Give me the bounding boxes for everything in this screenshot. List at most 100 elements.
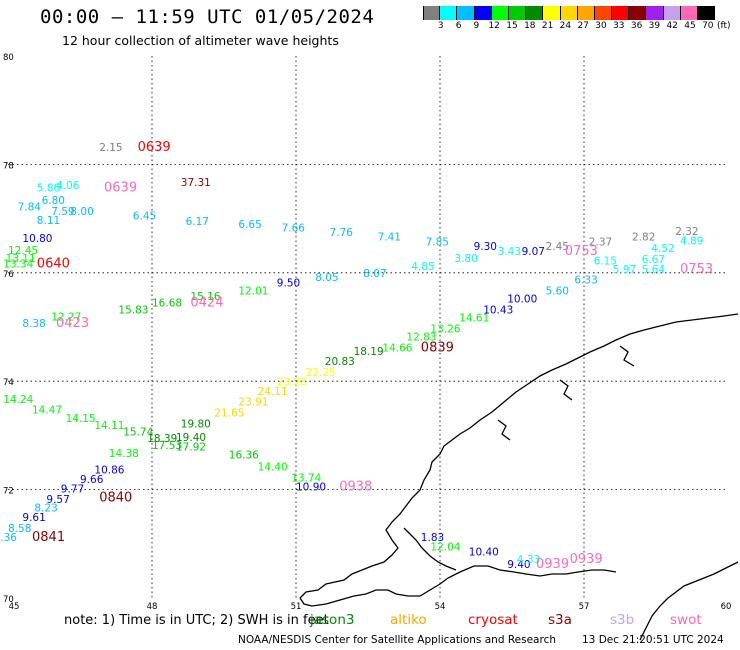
colorbar-label: 6 (455, 21, 462, 31)
wave-height-value: 5.60 (546, 285, 569, 297)
colorbar-swatch (680, 6, 698, 20)
longitude-tick-label: 45 (9, 602, 20, 612)
wave-height-value: 7.84 (18, 201, 42, 213)
latitude-tick-label: 74 (3, 378, 14, 388)
wave-height-value: 7.76 (330, 227, 354, 239)
longitude-tick-label: 54 (435, 602, 446, 612)
map-gridlines (8, 56, 728, 598)
wave-height-value: 18.19 (354, 346, 384, 358)
colorbar-label: 18 (524, 21, 536, 31)
wave-height-value: 20.83 (325, 356, 355, 368)
wave-height-value: 24.11 (258, 386, 288, 398)
novaya-zemlya-inner-coast (299, 565, 617, 607)
wave-height-value: 7.66 (282, 223, 306, 235)
colorbar-swatch (423, 6, 441, 20)
wave-height-value: 10.43 (483, 304, 513, 316)
latitude-tick-label: 70 (3, 595, 14, 605)
wave-height-value: 10.86 (94, 464, 124, 476)
wave-height-value: 13.26 (430, 323, 460, 335)
wave-height-value: 6.15 (594, 256, 617, 268)
colorbar-label: 30 (595, 21, 607, 31)
wave-height-value: 5.86 (37, 183, 61, 195)
wave-height-value: 12.01 (238, 285, 268, 297)
longitude-tick-label: 51 (291, 602, 302, 612)
wave-height-value: 12.04 (430, 541, 460, 553)
page-title: 00:00 — 11:59 UTC 01/05/2024 (40, 6, 375, 28)
wave-height-value: 3.43 (498, 246, 521, 258)
pass-time-label: 0753 (565, 244, 598, 259)
bay-inlet-c (497, 419, 511, 441)
legend-item-swot: swot (670, 612, 702, 628)
pass-time-label: 0640 (37, 256, 70, 271)
wave-height-value: 21.65 (214, 407, 244, 419)
wave-height-value: 2.15 (99, 142, 122, 154)
wave-height-value: 14.61 (459, 313, 489, 325)
wave-height-value: 4.06 (56, 180, 80, 192)
wave-height-value: 13.34 (3, 258, 33, 270)
legend-item-cryosat: cryosat (468, 612, 518, 628)
colorbar-swatch (440, 6, 458, 20)
pass-time-label: 0639 (138, 140, 171, 155)
colorbar-label: 39 (648, 21, 661, 31)
colorbar-swatch (457, 6, 475, 20)
latitude-tick-label: 72 (3, 487, 14, 497)
wave-height-value: 23.28 (277, 377, 307, 389)
wave-height-value: 9.66 (80, 474, 104, 486)
longitude-tick-label: 60 (721, 602, 732, 612)
wave-height-value: 4.52 (651, 243, 674, 255)
kara-coast (639, 561, 739, 641)
wave-height-value: 6.45 (133, 211, 156, 223)
colorbar-label: 21 (541, 21, 554, 31)
wave-height-value: 9.57 (46, 494, 69, 506)
wave-height-value: 8.36 (0, 532, 17, 544)
wave-height-value: 10.40 (469, 547, 499, 559)
wave-height-value: 13.74 (291, 472, 321, 484)
wave-height-value: 14.11 (94, 420, 124, 432)
wave-height-value: 2.82 (632, 231, 655, 243)
wave-height-value: 17.53 (152, 440, 182, 452)
colorbar-label: 12 (488, 21, 500, 31)
colorbar-label: 3 (437, 21, 444, 31)
pass-time-label: 0939 (570, 552, 603, 567)
wave-height-value: 12.83 (406, 332, 436, 344)
wave-height-value: 16.68 (152, 297, 182, 309)
island-arc-coast (403, 527, 457, 571)
wave-height-value: 8.11 (37, 215, 60, 227)
wave-height-value: 13.11 (6, 253, 36, 265)
pass-time-label: 0424 (190, 295, 223, 310)
colorbar-swatch (577, 6, 595, 20)
wave-height-value: 5.97 (613, 264, 636, 276)
pass-time-label: 0753 (680, 262, 713, 277)
credit-line: NOAA/NESDIS Center for Satellite Applica… (238, 634, 556, 646)
wave-height-value: 10.00 (507, 294, 537, 306)
wave-height-value: 3.80 (454, 253, 477, 265)
novaya-zemlya-coast (299, 313, 739, 599)
colorbar-swatch (526, 6, 544, 20)
longitude-tick-label: 48 (147, 602, 158, 612)
colorbar-label: 9 (473, 21, 480, 31)
wave-height-value: 7.59 (51, 206, 74, 218)
pass-time-label: 0639 (104, 181, 137, 196)
pass-time-label: 0839 (421, 340, 454, 355)
colorbar-label: 70 (702, 21, 714, 31)
colorbar-label: 42 (666, 21, 678, 31)
colorbar-label: 24 (559, 21, 572, 31)
wave-height-value: 4.33 (517, 554, 540, 566)
wave-height-value: 14.15 (66, 413, 96, 425)
legend-item-s3b: s3b (610, 612, 635, 628)
colorbar-swatch (612, 6, 630, 20)
wave-height-value: 4.89 (680, 236, 703, 248)
longitude-tick-label: 57 (579, 602, 590, 612)
wave-height-value: 17.92 (176, 442, 206, 454)
wave-height-value: 8.58 (8, 523, 31, 535)
colorbar-swatch (646, 6, 664, 20)
colorbar-label: 45 (684, 21, 696, 31)
colorbar-swatch (698, 6, 716, 20)
colorbar-label: 36 (630, 21, 643, 31)
wave-height-value: 2.32 (675, 226, 698, 238)
colorbar-label: 15 (506, 21, 518, 31)
colorbar-swatch (663, 6, 681, 20)
